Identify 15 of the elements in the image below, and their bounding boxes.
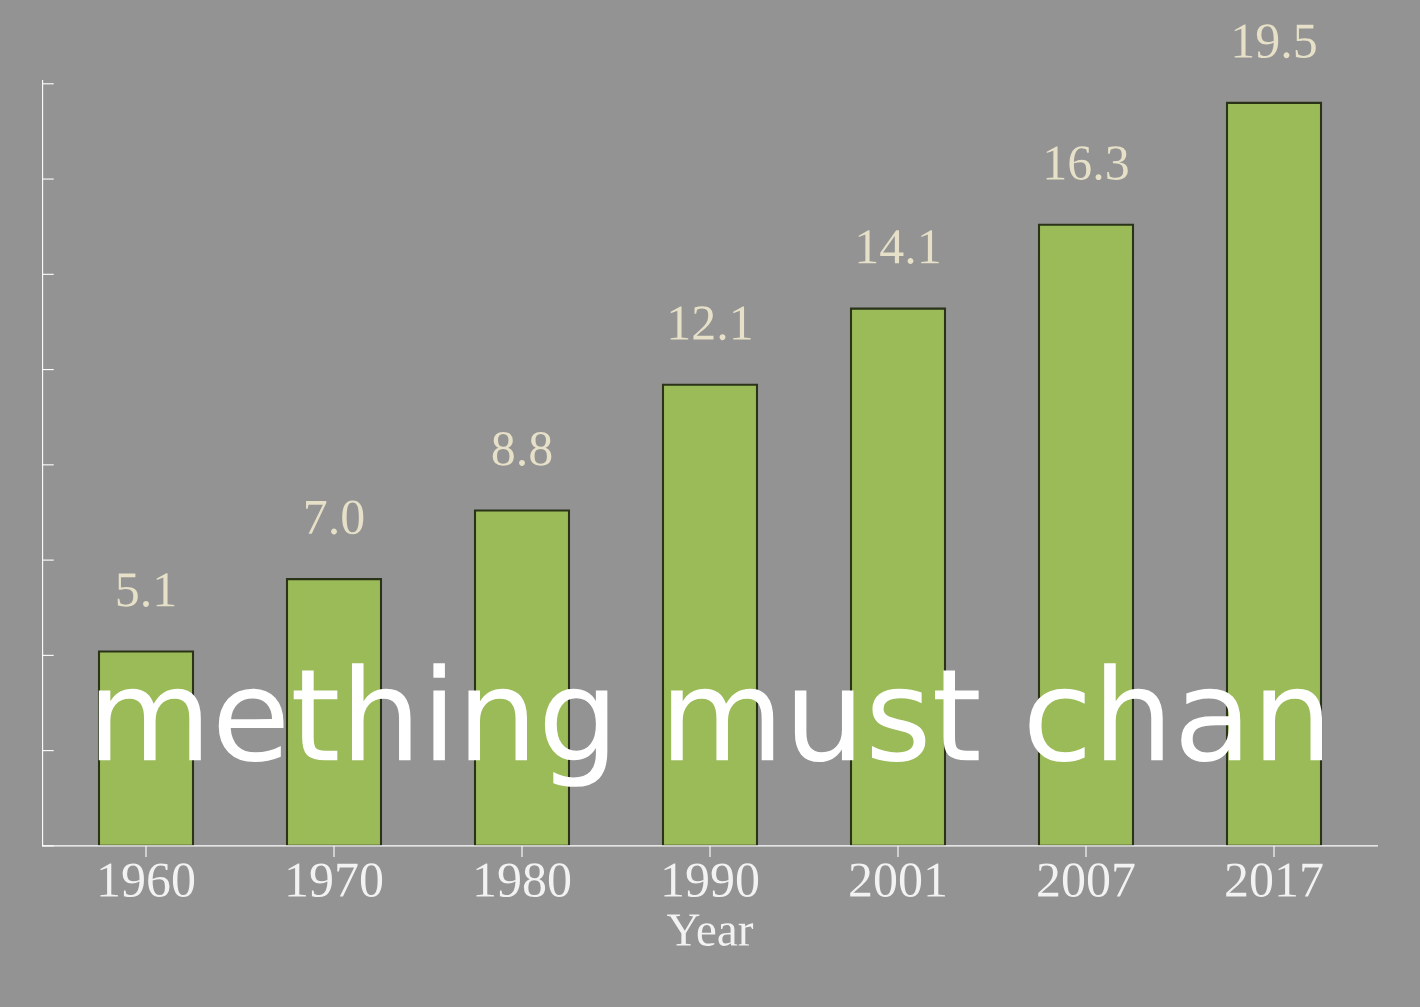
data-label: 19.5 bbox=[1234, 24, 1316, 59]
data-label: 7.0 bbox=[306, 500, 364, 535]
x-axis-title: Year bbox=[667, 914, 754, 946]
x-tick-label: 1960 bbox=[100, 863, 195, 898]
data-label: 5.1 bbox=[117, 573, 175, 607]
data-label: 14.1 bbox=[858, 230, 939, 264]
data-label: 16.3 bbox=[1046, 146, 1128, 181]
x-tick-label: 2017 bbox=[1226, 863, 1323, 898]
data-label: 12.1 bbox=[670, 306, 751, 341]
x-tick-label: 2007 bbox=[1038, 863, 1135, 898]
data-label: 8.8 bbox=[492, 431, 552, 466]
x-tick-label: 2001 bbox=[850, 863, 945, 898]
x-tick-label: 1970 bbox=[288, 863, 383, 898]
x-tick-label: 1990 bbox=[664, 863, 759, 898]
x-tick-label: 1980 bbox=[476, 863, 571, 898]
